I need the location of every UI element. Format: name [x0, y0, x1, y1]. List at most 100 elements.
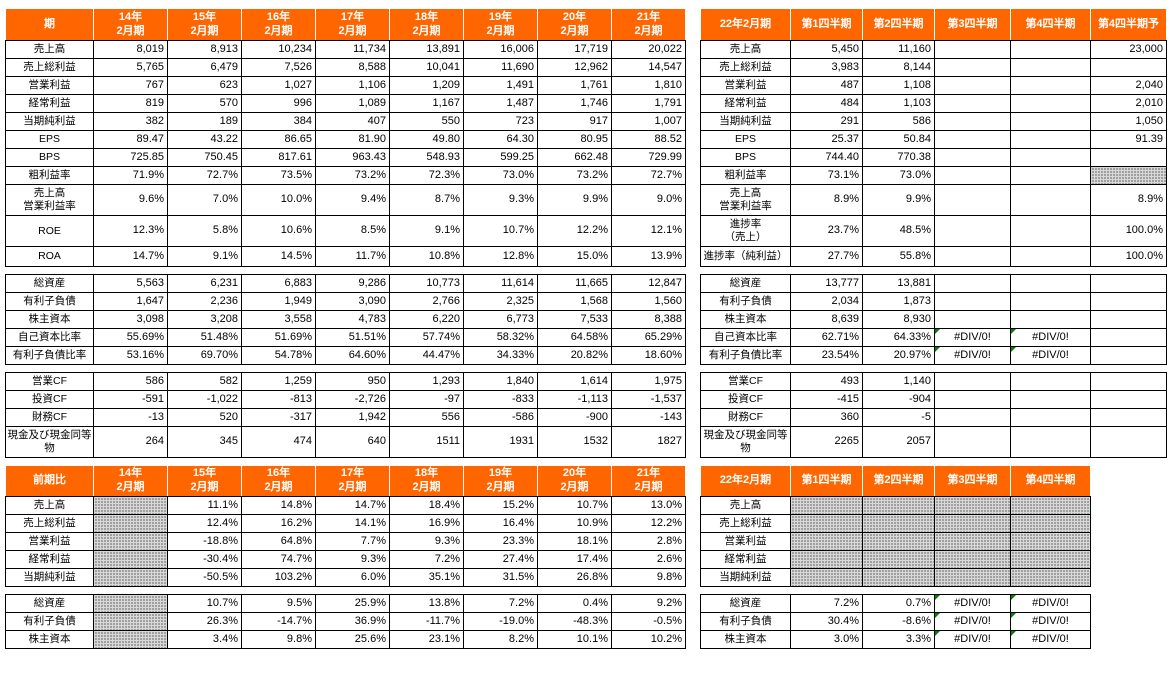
data-cell[interactable]: 5.8% — [167, 215, 242, 247]
shaded-empty-cell[interactable] — [862, 514, 935, 533]
data-cell[interactable]: 1,487 — [463, 94, 538, 113]
data-cell[interactable]: 13.0% — [611, 496, 686, 515]
data-cell[interactable]: 12,962 — [537, 58, 612, 77]
data-cell[interactable]: 1,167 — [389, 94, 464, 113]
row-label[interactable]: 現金及び現金同等物 — [700, 426, 791, 458]
data-cell[interactable] — [1090, 148, 1167, 167]
data-cell[interactable]: 72.3% — [389, 166, 464, 185]
column-header[interactable]: 20年 2月期 — [537, 465, 612, 497]
row-label[interactable]: ROE — [5, 215, 94, 247]
row-label[interactable]: 総資産 — [5, 274, 94, 293]
data-cell[interactable]: 9.0% — [611, 184, 686, 216]
error-cell[interactable]: #DIV/0! — [1010, 612, 1091, 631]
shaded-empty-cell[interactable] — [934, 550, 1011, 569]
data-cell[interactable]: 8,388 — [611, 310, 686, 329]
row-label[interactable]: 営業利益 — [700, 76, 791, 95]
row-label[interactable]: 売上総利益 — [5, 58, 94, 77]
data-cell[interactable]: 548.93 — [389, 148, 464, 167]
data-cell[interactable]: 9.9% — [537, 184, 612, 216]
shaded-empty-cell[interactable] — [1010, 568, 1091, 587]
data-cell[interactable]: 10.6% — [241, 215, 316, 247]
data-cell[interactable]: 1931 — [463, 426, 538, 458]
data-cell[interactable] — [934, 130, 1011, 149]
data-cell[interactable] — [934, 426, 1011, 458]
data-cell[interactable] — [934, 148, 1011, 167]
data-cell[interactable]: -48.3% — [537, 612, 612, 631]
data-cell[interactable]: 6.0% — [315, 568, 390, 587]
data-cell[interactable]: 487 — [790, 76, 863, 95]
data-cell[interactable]: 31.5% — [463, 568, 538, 587]
shaded-empty-cell[interactable] — [93, 514, 168, 533]
data-cell[interactable]: 10.8% — [389, 246, 464, 267]
column-header[interactable]: 第3四半期 — [934, 8, 1011, 41]
data-cell[interactable]: 10,234 — [241, 40, 316, 59]
data-cell[interactable] — [934, 40, 1011, 59]
data-cell[interactable]: 54.78% — [241, 346, 316, 365]
row-label[interactable]: 粗利益率 — [700, 166, 791, 185]
data-cell[interactable]: -833 — [463, 390, 538, 409]
data-cell[interactable]: 8.2% — [463, 630, 538, 649]
shaded-empty-cell[interactable] — [93, 568, 168, 587]
data-cell[interactable]: 3.0% — [790, 630, 863, 649]
data-cell[interactable]: 73.2% — [315, 166, 390, 185]
error-cell[interactable]: #DIV/0! — [1010, 346, 1091, 365]
data-cell[interactable]: 50.84 — [862, 130, 935, 149]
data-cell[interactable]: 1827 — [611, 426, 686, 458]
data-cell[interactable]: -900 — [537, 408, 612, 427]
column-header[interactable]: 14年 2月期 — [93, 8, 168, 41]
column-header[interactable]: 19年 2月期 — [463, 8, 538, 41]
data-cell[interactable]: -19.0% — [463, 612, 538, 631]
data-cell[interactable]: 189 — [167, 112, 242, 131]
row-label[interactable]: 売上総利益 — [700, 58, 791, 77]
data-cell[interactable]: 14.1% — [315, 514, 390, 533]
shaded-empty-cell[interactable] — [790, 514, 863, 533]
data-cell[interactable]: 14,547 — [611, 58, 686, 77]
data-cell[interactable]: 9.3% — [463, 184, 538, 216]
data-cell[interactable]: 3,090 — [315, 292, 390, 311]
data-cell[interactable]: 64.8% — [241, 532, 316, 551]
data-cell[interactable]: 26.3% — [167, 612, 242, 631]
column-header[interactable]: 第1四半期 — [790, 8, 863, 41]
row-label[interactable]: 投資CF — [5, 390, 94, 409]
data-cell[interactable]: 14.7% — [315, 496, 390, 515]
data-cell[interactable]: 30.4% — [790, 612, 863, 631]
row-label[interactable]: 売上高 — [5, 496, 94, 515]
data-cell[interactable]: 10.7% — [167, 594, 242, 613]
data-cell[interactable]: 12.2% — [537, 215, 612, 247]
data-cell[interactable]: 91.39 — [1090, 130, 1167, 149]
column-header[interactable]: 前期比 — [5, 465, 94, 497]
data-cell[interactable]: 35.1% — [389, 568, 464, 587]
data-cell[interactable]: 8,930 — [862, 310, 935, 329]
data-cell[interactable] — [1010, 148, 1091, 167]
data-cell[interactable]: 1511 — [389, 426, 464, 458]
row-label[interactable]: 有利子負債 — [5, 292, 94, 311]
data-cell[interactable]: 2,010 — [1090, 94, 1167, 113]
data-cell[interactable]: 18.4% — [389, 496, 464, 515]
data-cell[interactable]: 8,913 — [167, 40, 242, 59]
data-cell[interactable] — [934, 310, 1011, 329]
data-cell[interactable] — [934, 274, 1011, 293]
row-label[interactable]: 総資産 — [700, 274, 791, 293]
data-cell[interactable]: 360 — [790, 408, 863, 427]
column-header[interactable]: 第1四半期 — [790, 465, 863, 497]
data-cell[interactable]: 8,144 — [862, 58, 935, 77]
row-label[interactable]: 自己資本比率 — [5, 328, 94, 347]
data-cell[interactable]: 2.8% — [611, 532, 686, 551]
data-cell[interactable] — [1010, 310, 1091, 329]
data-cell[interactable]: 10.1% — [537, 630, 612, 649]
data-cell[interactable]: -8.6% — [862, 612, 935, 631]
data-cell[interactable] — [934, 58, 1011, 77]
data-cell[interactable] — [1010, 390, 1091, 409]
data-cell[interactable]: 100.0% — [1090, 215, 1167, 247]
data-cell[interactable]: 14.8% — [241, 496, 316, 515]
data-cell[interactable]: 7.2% — [790, 594, 863, 613]
column-header[interactable]: 第4四半期 — [1010, 8, 1091, 41]
data-cell[interactable]: 20,022 — [611, 40, 686, 59]
data-cell[interactable]: 725.85 — [93, 148, 168, 167]
row-label[interactable]: 有利子負債 — [700, 292, 791, 311]
data-cell[interactable]: 71.9% — [93, 166, 168, 185]
column-header[interactable]: 16年 2月期 — [241, 465, 316, 497]
data-cell[interactable]: 23.54% — [790, 346, 863, 365]
data-cell[interactable]: 6,231 — [167, 274, 242, 293]
data-cell[interactable] — [1010, 246, 1091, 267]
